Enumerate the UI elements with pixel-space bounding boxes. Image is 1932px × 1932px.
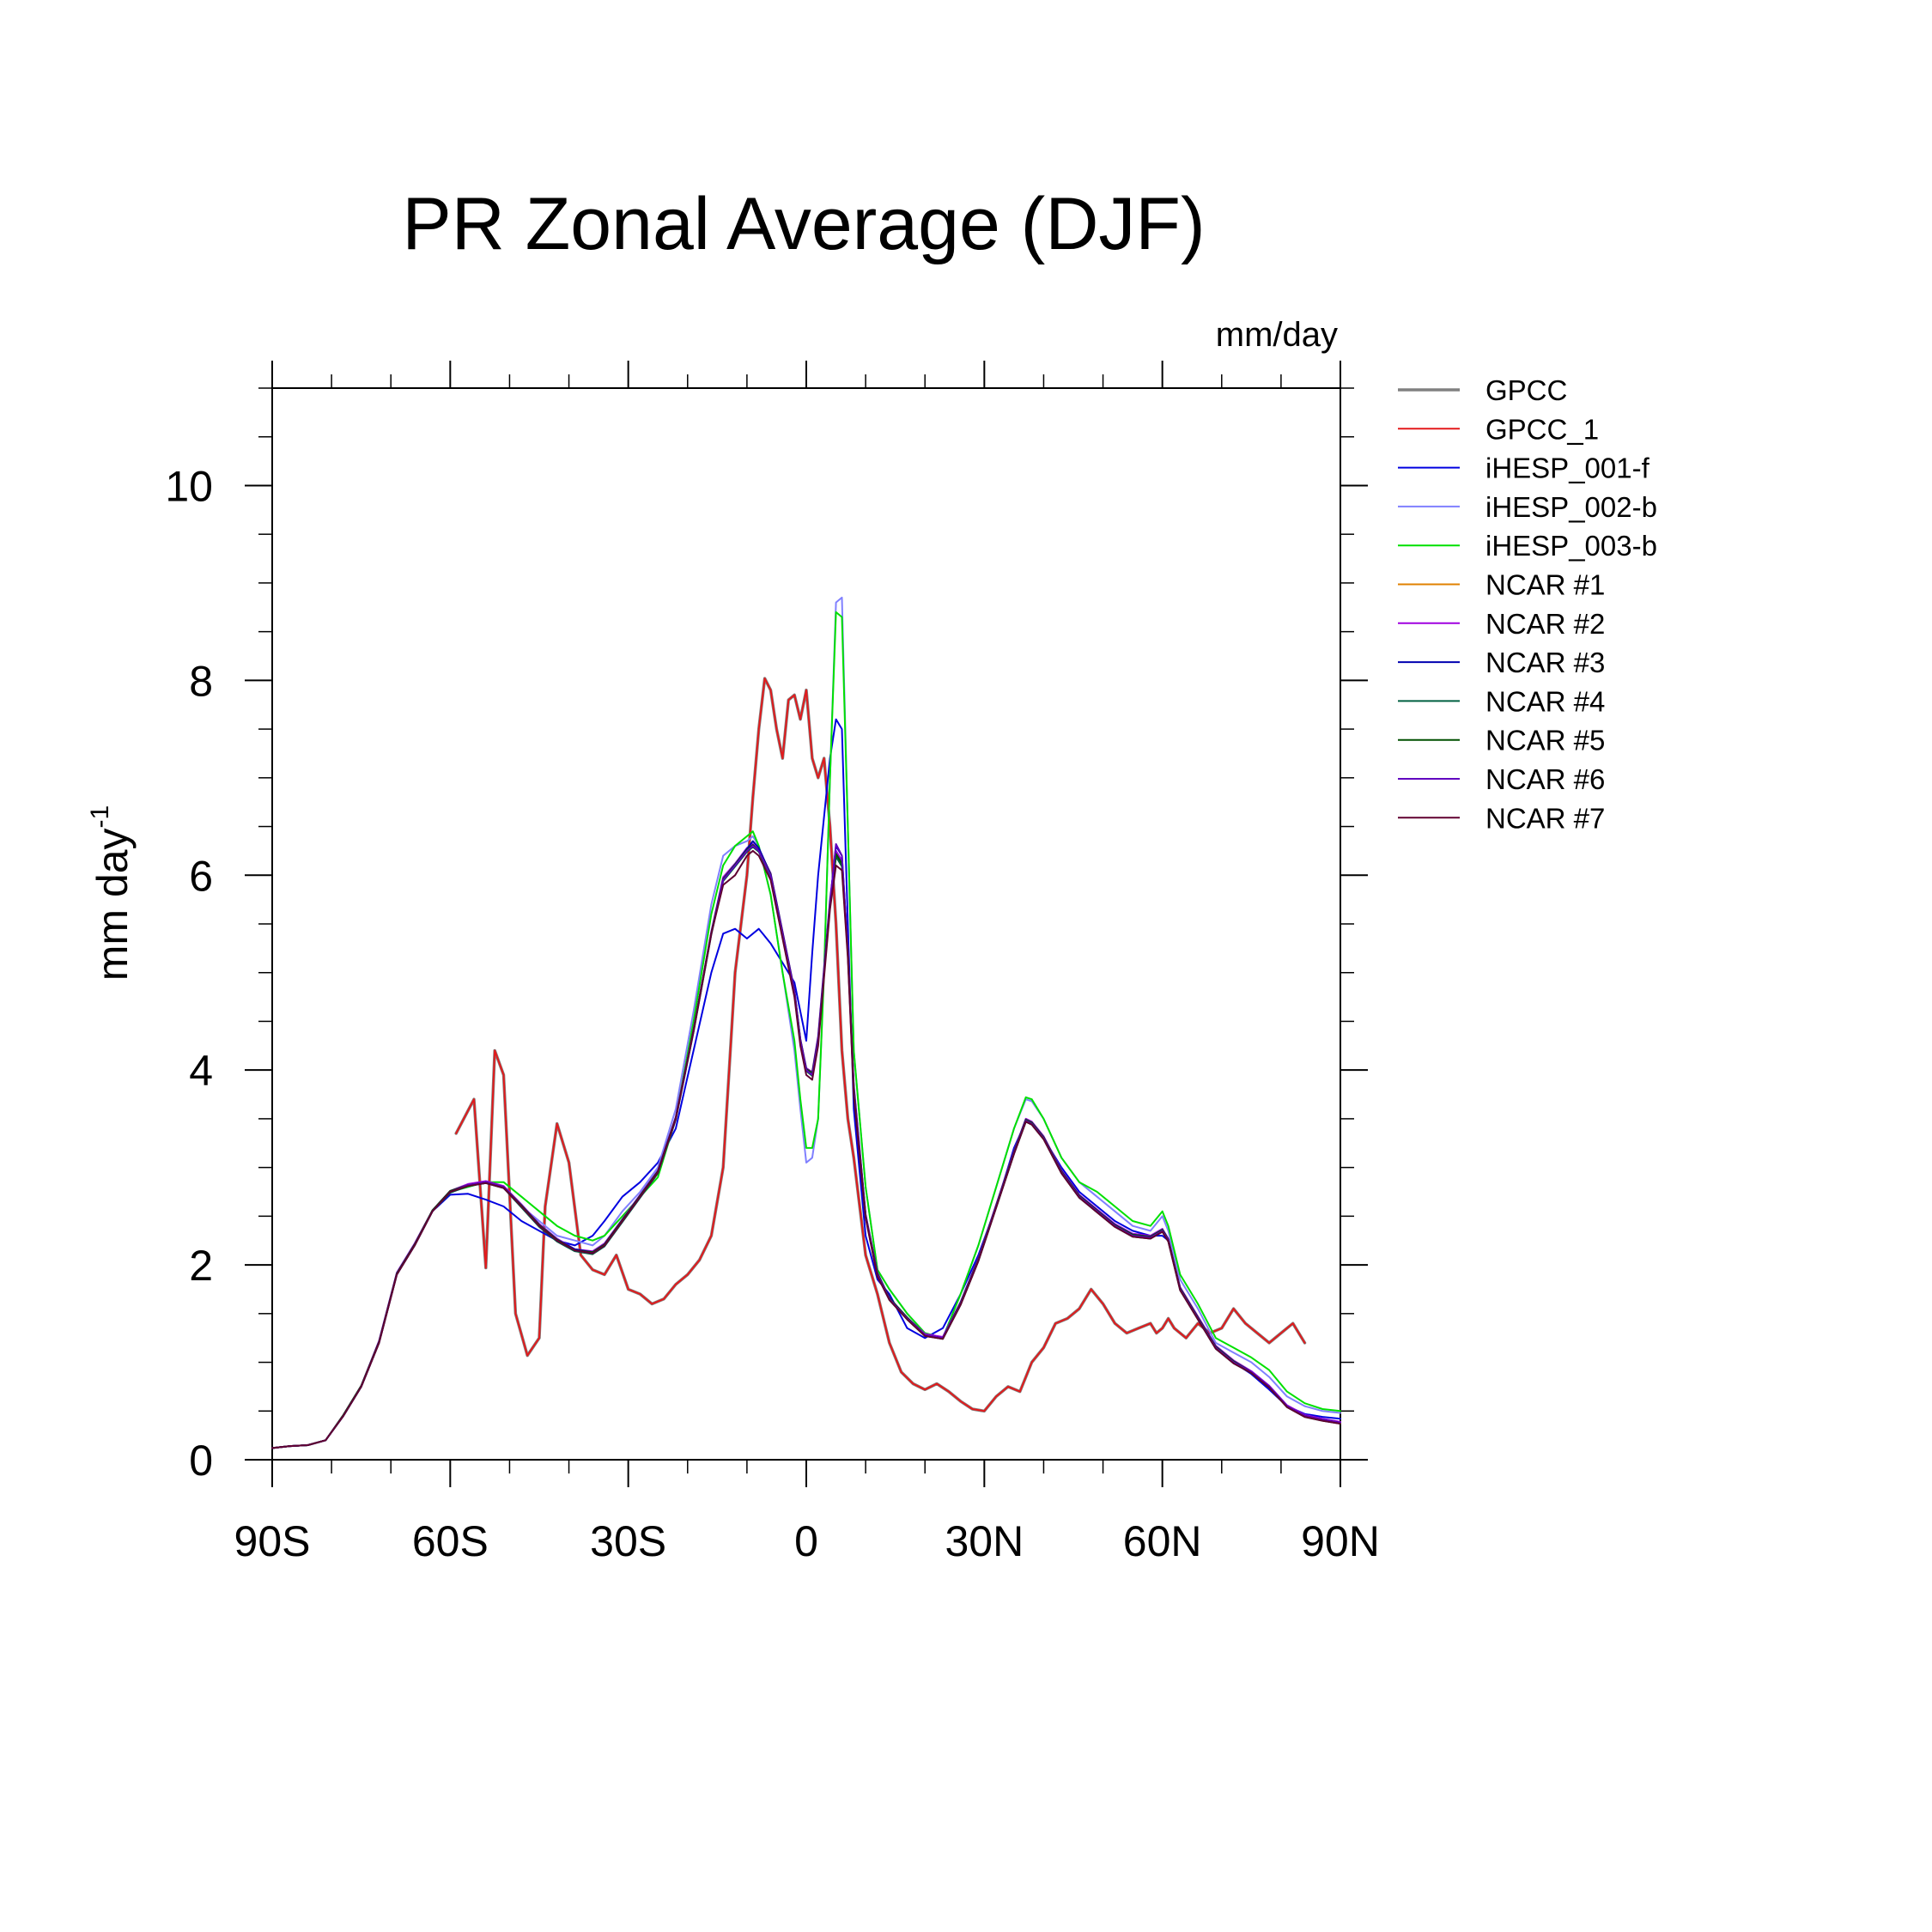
y-axis-label-superscript: -1 — [86, 805, 114, 829]
x-tick-label: 90S — [234, 1517, 311, 1565]
legend-label: NCAR #5 — [1485, 725, 1605, 756]
plot-frame — [271, 387, 1341, 1461]
legend-label: iHESP_001-f — [1485, 453, 1650, 484]
series-line-ihesp-002-b — [271, 596, 1341, 1449]
legend-label: NCAR #2 — [1485, 608, 1605, 640]
y-tick-label: 10 — [165, 462, 213, 510]
legend-label: NCAR #4 — [1485, 685, 1605, 717]
legend-label: GPCC_1 — [1485, 413, 1599, 445]
y-tick-label: 8 — [189, 657, 213, 705]
series-line-gpcc — [454, 677, 1307, 1413]
series-lines — [271, 596, 1341, 1449]
chart-title: PR Zonal Average (DJF) — [402, 183, 1205, 265]
legend-label: NCAR #3 — [1485, 647, 1605, 678]
x-tick-label: 30N — [945, 1517, 1024, 1565]
y-axis-label-text: mm day — [88, 828, 137, 981]
series-line-ihesp-001-f — [271, 718, 1341, 1449]
y-tick-label: 2 — [189, 1242, 213, 1290]
legend: GPCC GPCC_1 iHESP_001-f iHESP_002-b iHESP_00… — [1398, 374, 1657, 834]
legend-label: NCAR #6 — [1485, 763, 1605, 795]
legend-label: GPCC — [1485, 374, 1567, 406]
x-tick-label: 90N — [1301, 1517, 1380, 1565]
units-label: mm/day — [1216, 316, 1338, 354]
x-tick-label: 0 — [794, 1517, 818, 1565]
x-tick-label: 30S — [590, 1517, 666, 1565]
y-axis-label: mm day-1 — [86, 805, 137, 981]
legend-label: NCAR #1 — [1485, 569, 1605, 601]
legend-label: iHESP_003-b — [1485, 530, 1657, 562]
y-tick-label: 4 — [189, 1047, 213, 1095]
legend-label: iHESP_002-b — [1485, 491, 1657, 523]
plot-area: 90S 60S 30S 0 30N 60N 90N 0 2 4 6 8 10 — [165, 361, 1380, 1565]
y-tick-label: 6 — [189, 852, 213, 900]
legend-label: NCAR #7 — [1485, 802, 1605, 834]
series-line-ncar-7 — [271, 849, 1341, 1449]
x-tick-label: 60N — [1123, 1517, 1202, 1565]
series-line-gpcc-1 — [455, 677, 1306, 1413]
y-tick-label: 0 — [189, 1437, 213, 1485]
svg-text:mm day-1: mm day-1 — [86, 805, 137, 981]
x-tick-label: 60S — [412, 1517, 489, 1565]
